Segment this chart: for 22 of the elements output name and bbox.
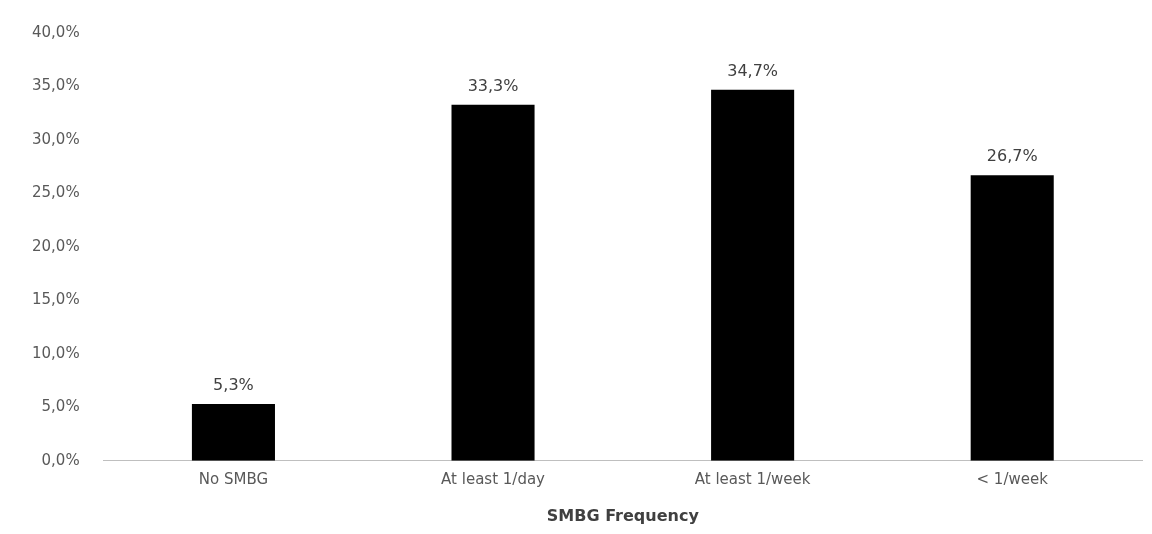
bar xyxy=(191,404,275,461)
bar xyxy=(711,89,795,461)
y-tick-label: 0,0% xyxy=(41,450,80,469)
data-label: 5,3% xyxy=(213,375,254,395)
bar xyxy=(970,175,1054,461)
bar xyxy=(451,104,535,461)
x-axis-title: SMBG Frequency xyxy=(546,505,700,525)
x-tick-label: No SMBG xyxy=(198,469,269,488)
y-tick-label: 20,0% xyxy=(32,236,80,255)
x-tick-label: At least 1/day xyxy=(441,469,546,488)
x-tick-label: At least 1/week xyxy=(694,469,811,488)
x-tick-label: < 1/week xyxy=(976,469,1049,488)
y-tick-label: 25,0% xyxy=(32,183,80,202)
y-tick-label: 30,0% xyxy=(32,129,80,148)
y-tick-label: 40,0% xyxy=(32,22,80,41)
y-tick-label: 35,0% xyxy=(32,76,80,95)
y-tick-label: 10,0% xyxy=(32,343,80,362)
data-label: 34,7% xyxy=(727,60,779,80)
y-tick-label: 5,0% xyxy=(41,397,80,416)
data-label: 33,3% xyxy=(467,75,519,95)
y-tick-label: 15,0% xyxy=(32,290,80,309)
data-label: 26,7% xyxy=(986,146,1038,166)
